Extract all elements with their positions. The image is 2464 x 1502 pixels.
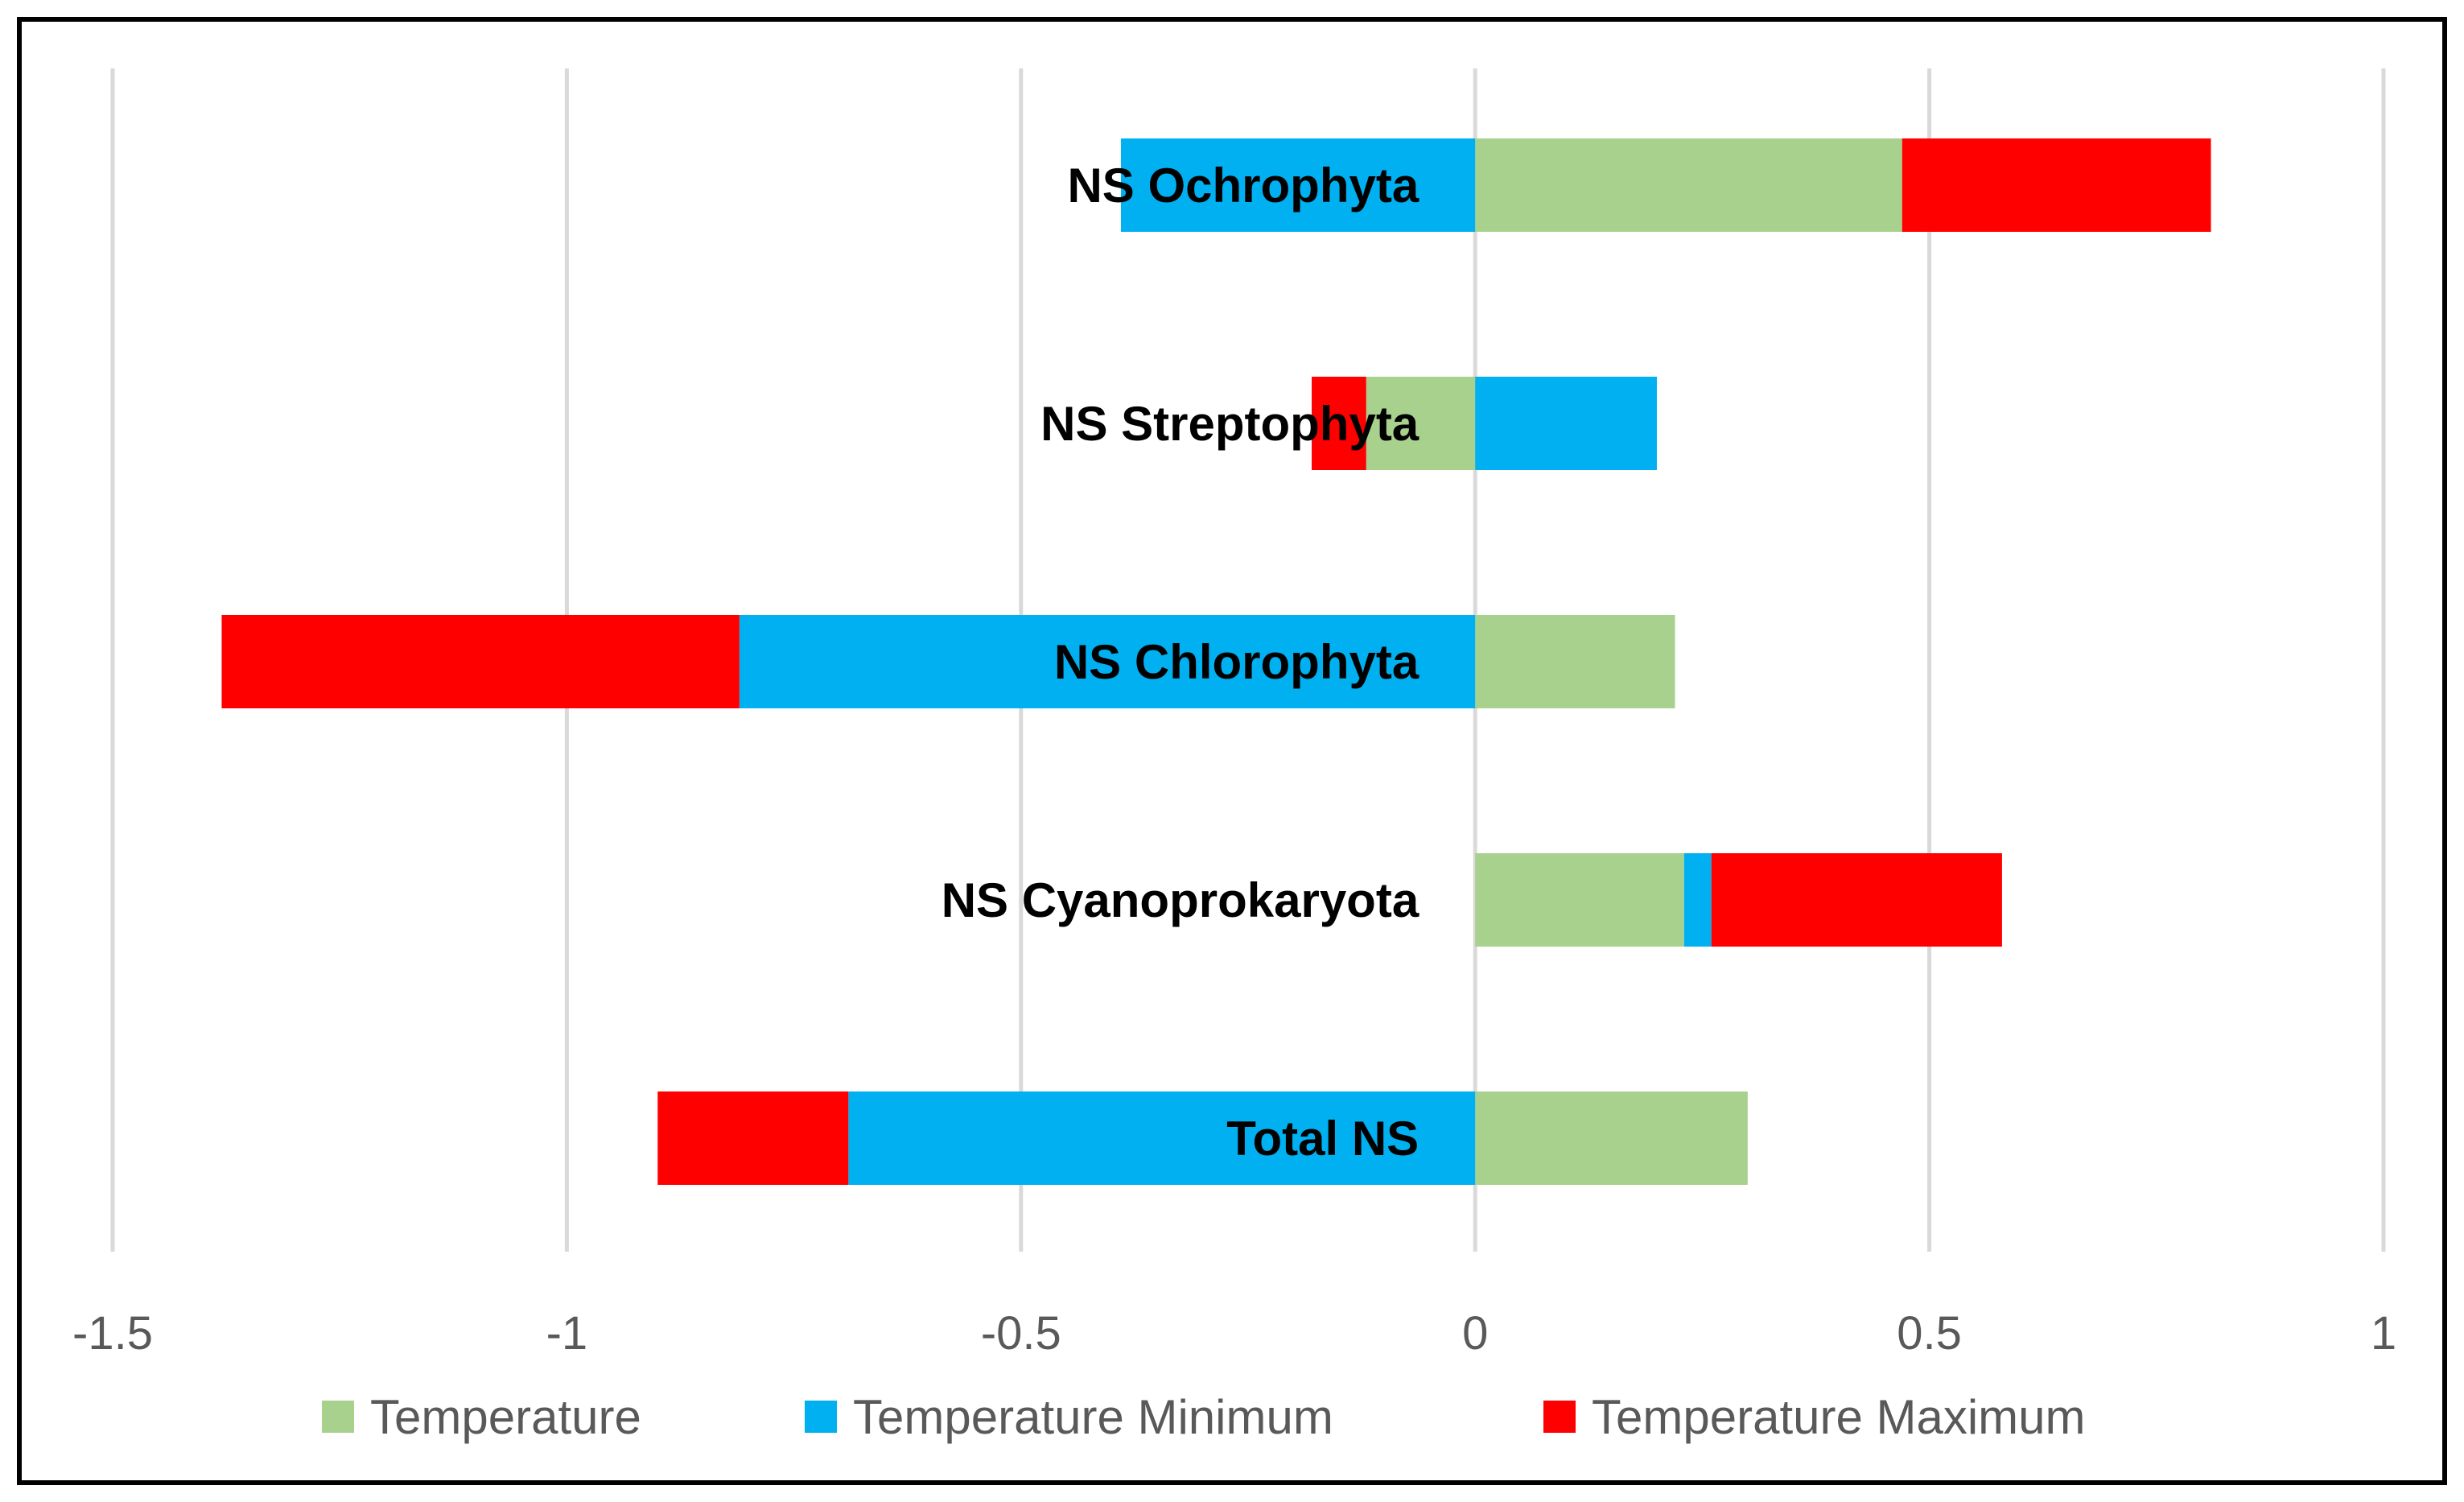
x-tick-label: -1	[546, 1307, 588, 1360]
bars	[221, 138, 2211, 1185]
category-labels: NS Ochrophyta NS Streptophyta NS Chlorophy…	[942, 159, 1419, 1166]
bar-ns-cyanoprokaryota-temperature-maximum	[1711, 853, 2002, 947]
chart-border	[17, 17, 2447, 1485]
category-label: NS Cyanoprokaryota	[942, 873, 1419, 927]
x-tick-label: -0.5	[981, 1307, 1061, 1360]
bar-ns-streptophyta-temperature	[1366, 377, 1476, 470]
legend-swatch-temperature	[322, 1401, 354, 1433]
bar-ns-chlorophyta-temperature-maximum	[221, 615, 740, 708]
legend-label-temperature-minimum: Temperature Minimum	[853, 1390, 1333, 1444]
bar-total-ns-temperature	[1475, 1091, 1748, 1185]
legend-label-temperature: Temperature	[370, 1390, 641, 1444]
bar-ns-chlorophyta-temperature	[1475, 615, 1675, 708]
bar-ns-cyanoprokaryota-temperature	[1475, 853, 1684, 947]
x-tick-label: -1.5	[72, 1307, 153, 1360]
legend: Temperature Temperature Minimum Temperatur…	[322, 1390, 2086, 1444]
category-label: NS Chlorophyta	[1054, 635, 1419, 689]
bar-ns-streptophyta-temperature-maximum	[1312, 377, 1366, 470]
bar-ns-ochrophyta-temperature-maximum	[1902, 138, 2211, 232]
legend-swatch-temperature-maximum	[1543, 1401, 1576, 1433]
bar-ns-ochrophyta-temperature	[1475, 138, 1902, 232]
x-axis-ticks: -1.5 -1 -0.5 0 0.5 1	[72, 1307, 2396, 1360]
category-label: NS Streptophyta	[1040, 397, 1419, 451]
category-label: NS Ochrophyta	[1067, 159, 1419, 213]
x-tick-label: 1	[2371, 1307, 2396, 1360]
bar-ns-chlorophyta-temperature-minimum	[739, 615, 1476, 708]
x-tick-label: 0.5	[1897, 1307, 1962, 1360]
bar-ns-cyanoprokaryota-temperature-minimum	[1683, 853, 1712, 947]
legend-label-temperature-maximum: Temperature Maximum	[1592, 1390, 2086, 1444]
bar-ns-ochrophyta-temperature-minimum	[1120, 138, 1476, 232]
x-tick-label: 0	[1462, 1307, 1488, 1360]
bar-total-ns-temperature-minimum	[848, 1091, 1476, 1185]
bar-total-ns-temperature-maximum	[657, 1091, 849, 1185]
bar-ns-streptophyta-temperature-minimum	[1475, 377, 1657, 470]
legend-swatch-temperature-minimum	[805, 1401, 837, 1433]
category-label: Total NS	[1226, 1112, 1419, 1166]
